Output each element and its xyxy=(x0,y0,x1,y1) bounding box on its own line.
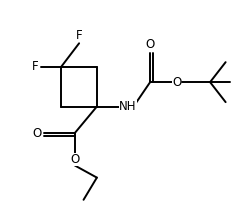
Text: F: F xyxy=(76,29,82,42)
Text: O: O xyxy=(172,76,181,89)
Text: F: F xyxy=(31,60,38,73)
Text: O: O xyxy=(70,153,79,166)
Text: O: O xyxy=(32,127,41,140)
Text: O: O xyxy=(145,38,155,51)
Text: NH: NH xyxy=(119,100,137,113)
